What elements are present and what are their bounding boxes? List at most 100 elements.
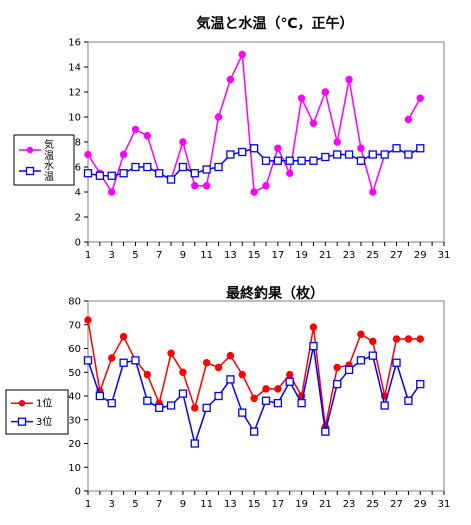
x-tick-label: 13 (224, 499, 237, 510)
x-tick-label: 1 (85, 250, 91, 261)
data-point (274, 144, 282, 152)
data-point (309, 323, 318, 331)
data-point (380, 150, 389, 159)
data-point (297, 156, 306, 165)
y-tick-label: 8 (75, 138, 81, 149)
data-point (179, 368, 187, 376)
data-point (119, 332, 128, 341)
data-point (285, 156, 294, 165)
data-point (214, 162, 223, 172)
data-point (368, 351, 377, 360)
data-point (119, 150, 128, 159)
y-tick-label: 70 (68, 320, 81, 331)
y-tick-label: 60 (68, 344, 81, 355)
x-tick-label: 27 (390, 499, 403, 510)
data-point (226, 351, 235, 360)
data-point (297, 398, 306, 408)
data-point (249, 144, 259, 153)
data-point (226, 150, 235, 159)
x-tick-label: 25 (366, 250, 379, 261)
x-tick-label: 9 (180, 499, 186, 510)
data-point (107, 171, 116, 180)
data-point (286, 370, 294, 379)
x-tick-label: 1 (85, 499, 91, 510)
data-point (392, 144, 401, 153)
legend-box (13, 134, 75, 186)
chart-title: 気温と水温（℃，正午） (197, 15, 354, 32)
data-point (238, 408, 247, 417)
legend-marker (25, 166, 35, 176)
data-point (333, 379, 342, 389)
data-point (214, 363, 223, 372)
data-point (309, 119, 318, 127)
y-tick-label: 50 (68, 368, 81, 379)
data-point (238, 147, 247, 157)
data-point (238, 370, 246, 379)
x-tick-label: 9 (180, 250, 186, 261)
data-point (357, 144, 365, 152)
data-point (202, 403, 211, 413)
chart-title: 最終釣果（枚） (226, 285, 324, 302)
data-point (95, 171, 105, 180)
data-point (226, 375, 235, 384)
data-point (356, 156, 366, 165)
data-point (273, 156, 283, 165)
data-point (178, 162, 188, 172)
data-point (143, 162, 152, 172)
data-point (344, 365, 354, 375)
y-tick-label: 0 (75, 238, 81, 249)
legend-marker (26, 146, 34, 154)
data-point (131, 356, 140, 365)
data-point (250, 394, 258, 403)
x-tick-label: 23 (343, 499, 356, 510)
x-tick-label: 5 (132, 250, 138, 261)
data-point (214, 391, 223, 401)
data-point (155, 403, 164, 413)
data-point (416, 335, 424, 343)
data-point (143, 370, 152, 379)
data-point (250, 188, 258, 196)
data-point (416, 144, 425, 153)
data-point (309, 341, 318, 351)
x-tick-label: 7 (156, 499, 162, 510)
data-point (369, 337, 377, 346)
x-tick-label: 19 (295, 499, 308, 510)
plot-area (87, 300, 445, 492)
data-point (108, 354, 116, 362)
data-point (143, 396, 152, 405)
data-point (392, 335, 401, 343)
y-tick-label: 6 (75, 163, 81, 174)
legend-label: 気温 (44, 138, 54, 162)
y-tick-label: 0 (75, 487, 81, 498)
data-point (273, 398, 283, 408)
y-tick-label: 2 (75, 213, 81, 224)
series-1 (84, 316, 424, 431)
x-tick-label: 7 (156, 250, 162, 261)
y-tick-label: 10 (68, 463, 81, 474)
data-point (274, 385, 282, 393)
x-tick-label: 17 (271, 250, 284, 261)
data-point (333, 150, 342, 159)
y-tick-label: 40 (68, 392, 81, 403)
x-tick-label: 3 (109, 250, 115, 261)
data-point (191, 182, 199, 190)
legend-label: 水温 (44, 160, 54, 183)
data-point (166, 401, 176, 410)
data-point (416, 379, 425, 389)
data-point (84, 150, 92, 159)
legend-marker (17, 417, 27, 426)
data-point (83, 169, 93, 178)
series-2 (83, 144, 425, 184)
data-point (368, 150, 377, 159)
data-point (143, 132, 152, 140)
series-2 (83, 341, 425, 448)
x-tick-label: 27 (390, 250, 403, 261)
x-tick-label: 15 (248, 250, 261, 261)
data-point (404, 115, 413, 124)
data-point (166, 175, 176, 184)
x-tick-label: 3 (109, 499, 115, 510)
data-point (202, 182, 211, 190)
data-point (357, 330, 365, 338)
